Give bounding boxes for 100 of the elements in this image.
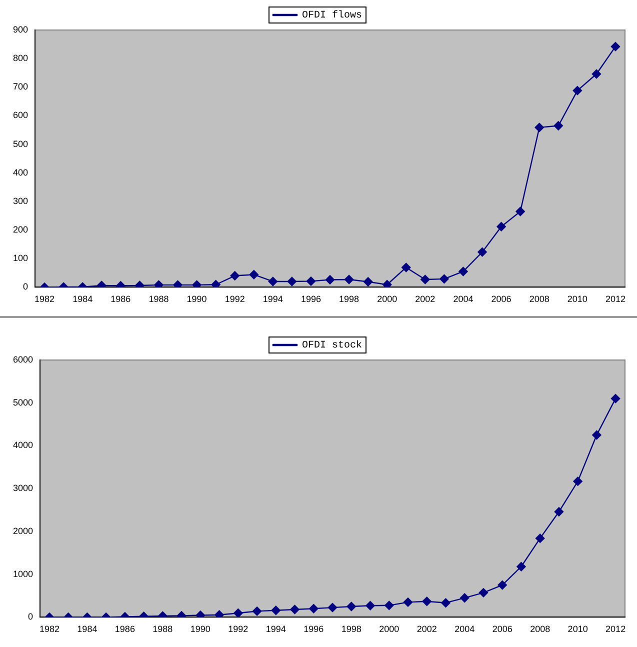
point [496,222,506,232]
point [366,601,375,610]
point [192,280,202,288]
point [271,606,280,615]
point [478,588,488,598]
point [287,276,297,286]
x-tick-label: 1994 [266,624,286,634]
point [460,593,470,603]
x-tick-label: 2006 [491,294,512,304]
y-tick-label: 700 [12,82,28,92]
x-tick-label: 1990 [190,624,210,634]
point [478,247,487,257]
x-tick-label: 2008 [529,294,550,304]
point [214,610,224,618]
point [573,476,582,486]
y-tick-label: 2000 [12,526,34,536]
x-tick-label: 1984 [77,624,98,634]
point [458,266,468,276]
point [534,122,544,132]
point [328,602,338,612]
point [230,271,240,280]
y-tick-label: 900 [12,24,28,34]
point [154,280,164,288]
point [516,206,525,216]
point [422,596,432,606]
point [268,276,278,286]
point [234,608,243,618]
x-tick-label: 1996 [304,624,324,634]
x-tick-label: 2006 [492,624,512,634]
point [420,274,430,284]
y-tick-label: 600 [12,110,28,120]
x-tick-label: 2004 [453,294,474,304]
point [309,604,318,614]
point [440,274,449,284]
point [306,276,316,286]
point [249,270,258,280]
point [325,275,335,284]
x-tick-label: 1988 [152,624,173,634]
x-tick-label: 2002 [416,624,437,634]
point [173,280,182,288]
x-tick-label: 1998 [341,624,362,634]
point [592,69,602,79]
y-tick-label: 400 [12,167,28,178]
x-tick-label: 1996 [300,294,321,304]
point [97,280,106,288]
point [384,600,394,610]
x-tick-label: 1986 [114,624,135,634]
x-tick-label: 2002 [415,294,436,304]
point [516,562,526,572]
point [382,280,392,288]
point [196,610,206,618]
x-tick-label: 1994 [262,294,283,304]
x-tick-label: 2010 [568,624,588,634]
y-tick-label: 4000 [12,440,34,450]
x-tick-label: 2000 [377,294,398,304]
point [554,121,563,130]
point [592,430,602,440]
x-tick-label: 1982 [39,624,60,634]
point [610,394,620,404]
point [610,42,620,52]
y-tick-label: 500 [12,138,28,149]
x-tick-label: 1984 [72,294,93,304]
x-tick-label: 2008 [530,624,550,634]
y-tick-label: 0 [28,612,34,622]
y-tick-label: 800 [12,53,28,64]
point [403,598,413,607]
point [402,262,411,272]
point [535,534,545,543]
legend-label: OFDI flows [302,10,362,22]
y-tick-label: 300 [12,196,28,206]
point [344,274,354,284]
point [211,280,220,288]
x-tick-label: 1990 [186,294,207,304]
point [252,606,262,616]
y-tick-label: 0 [23,282,28,292]
y-tick-label: 1000 [12,568,34,579]
point [441,598,450,608]
x-tick-label: 2012 [605,294,626,304]
point [290,604,300,614]
x-tick-label: 1992 [224,294,245,304]
x-tick-label: 1988 [148,294,169,304]
x-tick-label: 1986 [110,294,131,304]
x-tick-label: 2000 [379,624,400,634]
y-tick-label: 200 [12,224,28,235]
point [498,580,507,590]
x-tick-label: 2012 [606,624,626,634]
x-tick-label: 2010 [567,294,588,304]
point [554,507,564,516]
point [572,86,582,96]
y-tick-label: 3000 [12,483,34,494]
y-tick-label: 5000 [12,397,34,408]
y-tick-label: 100 [12,253,28,264]
x-tick-label: 1998 [339,294,360,304]
x-tick-label: 1992 [228,624,248,634]
point [346,602,356,612]
legend-label: OFDI stock [302,340,362,352]
y-tick-label: 6000 [12,354,34,364]
x-tick-label: 2004 [454,624,475,634]
point [363,277,373,286]
x-tick-label: 1982 [34,294,55,304]
